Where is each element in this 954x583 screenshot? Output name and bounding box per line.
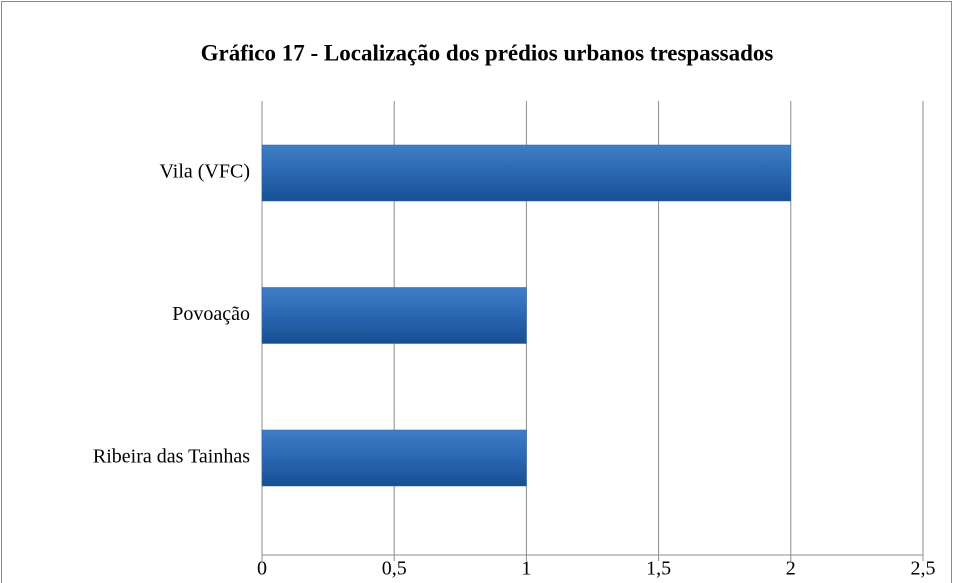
x-tick-label: 2 (786, 558, 796, 580)
y-tick-label: Povoação (172, 303, 250, 325)
x-tick-label: 0 (257, 558, 267, 580)
bar (261, 144, 792, 202)
x-tick-label: 1,5 (646, 558, 671, 580)
bar (261, 429, 527, 487)
chart-title: Gráfico 17 - Localização dos prédios urb… (201, 40, 774, 65)
y-tick-label: Vila (VFC) (160, 161, 250, 183)
y-tick-label: Ribeira das Tainhas (93, 446, 250, 468)
x-tick-label: 1 (521, 558, 531, 580)
x-tick-label: 0,5 (382, 558, 407, 580)
x-tick-label: 2,5 (911, 558, 936, 580)
bar (261, 287, 527, 344)
